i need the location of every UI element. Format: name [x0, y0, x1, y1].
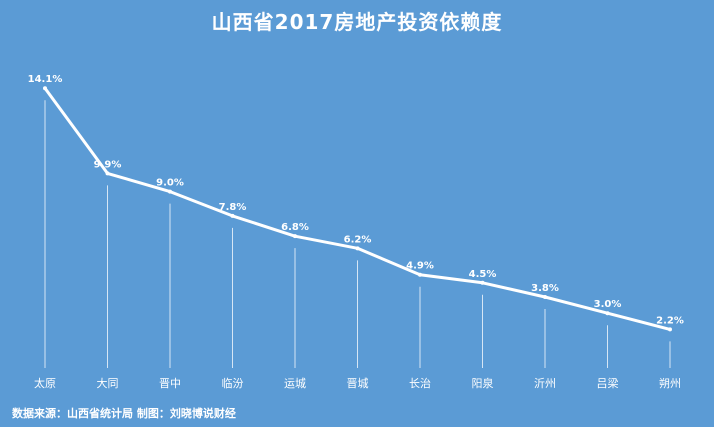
data-point [355, 246, 360, 251]
data-point [668, 327, 672, 332]
drop-lines [44, 100, 671, 368]
data-label: 6.2% [344, 234, 372, 245]
data-label: 4.9% [406, 261, 434, 272]
category-label: 阳泉 [472, 376, 494, 390]
category-label: 沂州 [534, 377, 556, 390]
data-points [43, 86, 672, 332]
data-point [543, 294, 547, 299]
category-label: 太原 [34, 377, 56, 390]
category-label: 朔州 [659, 377, 681, 390]
category-label: 晋城 [347, 377, 369, 390]
data-label: 3.8% [531, 283, 559, 294]
data-label: 6.8% [281, 222, 309, 233]
data-labels: 14.1% 9.9% 9.0% 7.8% 6.8% 6.2% 4.9% 4.5% 3.8% 3.0… [28, 74, 684, 326]
data-point [480, 280, 485, 285]
chart-title: 山西省2017房地产投资依赖度 [211, 10, 503, 34]
data-point [230, 213, 235, 218]
source-note: 数据来源：山西省统计局 制图：刘晓博说财经 [12, 407, 236, 420]
category-label: 长治 [409, 376, 431, 390]
data-point [605, 311, 610, 316]
category-label: 晋中 [159, 377, 181, 390]
data-label: 9.0% [156, 178, 184, 189]
category-label: 临汾 [222, 376, 244, 390]
data-point [418, 272, 422, 277]
category-label: 大同 [97, 376, 119, 390]
data-point [105, 171, 110, 176]
data-point [168, 189, 172, 194]
category-label: 吕梁 [597, 376, 619, 390]
data-label: 3.0% [594, 299, 622, 310]
data-label: 2.2% [656, 315, 684, 326]
category-labels: 太原 大同 晋中 临汾 运城 晋城 长治 阳泉 沂州 吕梁 朔州 [34, 376, 681, 390]
data-label: 4.5% [469, 269, 497, 280]
data-point [43, 86, 47, 91]
category-label: 运城 [284, 377, 306, 390]
data-point [293, 234, 297, 239]
data-label: 9.9% [94, 159, 122, 170]
data-label: 14.1% [28, 74, 63, 85]
data-label: 7.8% [219, 202, 247, 213]
